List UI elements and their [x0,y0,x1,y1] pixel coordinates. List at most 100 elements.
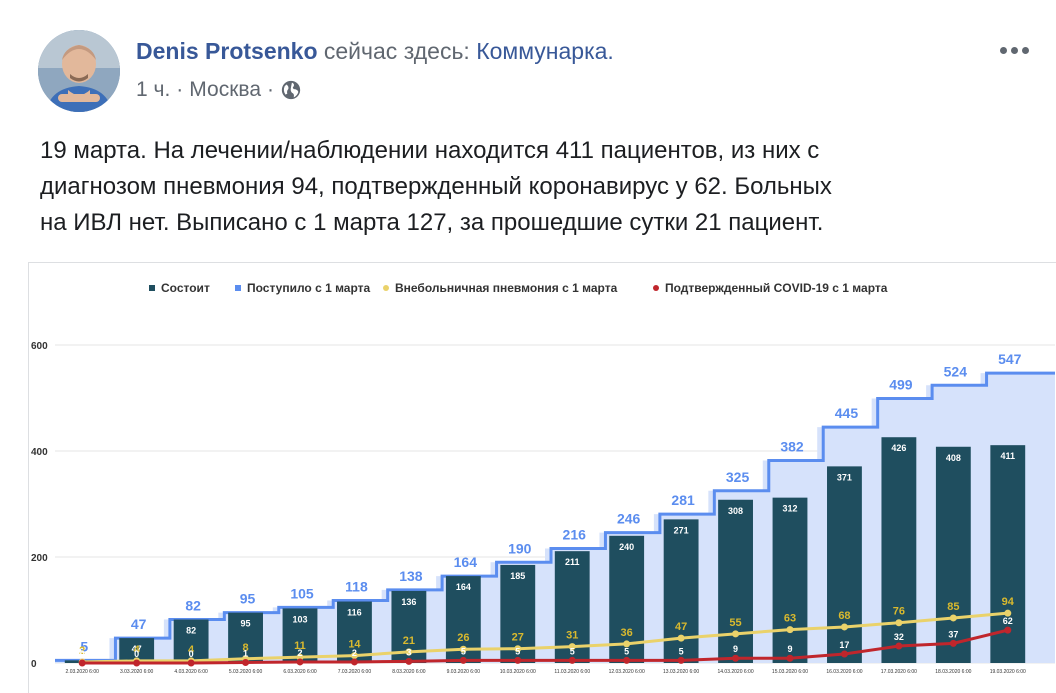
pneumonia-point [949,614,957,622]
covid-value-label: 1 [243,648,248,658]
covid-value-label: 62 [1003,616,1013,626]
covid-value-label: 2 [352,648,357,658]
author-line: Denis Protsenko сейчас здесь: Коммунарка… [136,38,614,65]
pneumonia-point [459,645,467,653]
covid-point [623,656,631,664]
post-header: Denis Protsenko сейчас здесь: Коммунарка… [0,0,1056,120]
legend-marker [149,285,155,291]
bar-value-label: 116 [347,608,362,618]
covid-point [187,659,195,667]
y-tick-label: 400 [31,447,48,458]
bar-value-label: 308 [728,506,743,516]
covid-value-label: 5 [624,646,629,656]
received-value-label: 216 [563,527,587,543]
legend-marker [235,285,241,291]
covid-point [568,656,576,664]
y-tick-label: 600 [31,341,48,352]
pneumonia-point [677,634,685,642]
globe-icon[interactable] [280,79,302,101]
x-tick-label: 4.03.2020 6:00 [174,669,208,675]
covid-point [296,658,304,666]
received-value-label: 499 [889,377,913,393]
bar [881,437,917,663]
x-tick-label: 18.03.2020 6:00 [935,669,971,675]
bar [827,466,862,663]
post-time[interactable]: 1 ч. [136,78,171,101]
dot [1010,46,1018,54]
pneumonia-value-label: 4 [188,644,195,656]
pneumonia-point [1004,609,1012,617]
pneumonia-point [405,648,413,656]
covid-value-label: 5 [679,646,684,656]
x-tick-label: 17.03.2020 6:00 [881,669,917,675]
avatar-photo [38,30,120,112]
received-value-label: 138 [399,568,423,584]
received-value-label: 445 [835,405,859,421]
pneumonia-value-label: 8 [242,642,248,654]
dot [1021,46,1029,54]
covid-point [405,657,413,665]
x-tick-label: 10.03.2020 6:00 [500,669,536,675]
legend-marker [383,285,389,291]
pneumonia-point [786,626,794,634]
covid-point [840,650,848,658]
pneumonia-value-label: 27 [512,632,524,644]
post-location[interactable]: Москва [189,78,261,101]
more-options-icon[interactable] [994,40,1034,60]
legend-label: Состоит [161,281,210,295]
x-tick-label: 14.03.2020 6:00 [717,669,753,675]
received-value-label: 547 [998,351,1022,367]
x-tick-label: 15.03.2020 6:00 [772,669,808,675]
covid-value-label: 2 [297,648,302,658]
covid-value-label: 5 [570,646,575,656]
pneumonia-value-label: 26 [457,632,469,644]
covid-value-label: 17 [839,640,849,650]
bar-value-label: 408 [946,453,961,463]
pneumonia-value-label: 31 [566,630,578,642]
bar [228,612,263,663]
post-text-line: на ИВЛ нет. Выписано с 1 марта 127, за п… [40,209,824,236]
covid-point [677,656,685,664]
received-value-label: 105 [290,585,314,601]
received-value-label: 47 [131,616,147,632]
received-value-label: 95 [240,591,256,607]
bar-value-label: 103 [292,614,307,624]
covid-value-label: 9 [787,644,792,654]
covid-value-label: 9 [733,644,738,654]
pneumonia-value-label: 76 [893,606,905,618]
pneumonia-value-label: 2 [79,645,85,657]
covid-value-label: 5 [461,646,466,656]
received-value-label: 524 [944,363,968,379]
covid-point [732,654,740,662]
pneumonia-point [568,643,576,651]
pneumonia-value-label: 14 [348,639,361,651]
pneumonia-point [895,619,903,627]
y-tick-label: 0 [31,659,37,670]
x-tick-label: 11.03.2020 6:00 [554,669,590,675]
pneumonia-value-label: 94 [1002,596,1015,608]
pneumonia-value-label: 11 [294,640,306,652]
chart-image[interactable]: 0 200 400 600 5 47 82 95 103 116 136 164 185 211 240 27… [28,262,1056,693]
covid-point [895,642,903,650]
avatar[interactable] [38,30,120,112]
received-step-line [55,371,1055,662]
covid-value-label: 32 [894,632,904,642]
covid-point [78,659,86,667]
covid-point [1004,626,1012,634]
post-text: 19 марта. На лечении/наблюдении находитс… [40,133,1030,241]
pneumonia-value-label: 21 [403,635,415,647]
x-tick-label: 9.03.2020 6:00 [447,669,481,675]
legend-label: Внебольничная пневмония с 1 марта [395,281,618,295]
x-tick-label: 13.03.2020 6:00 [663,669,699,675]
author-name[interactable]: Denis Protsenko [136,38,318,64]
covid-value-label: 0 [80,649,85,659]
covid-line [82,628,1009,665]
bar-value-label: 47 [132,644,142,654]
legend-label: Подтвержденный COVID-19 с 1 марта [665,281,888,295]
covid-point [350,658,358,666]
checkin-place[interactable]: Коммунарка. [476,38,614,64]
bar-value-label: 426 [891,443,906,453]
pneumonia-value-label: 85 [947,601,959,613]
covid-point [242,658,250,666]
received-value-label: 382 [780,439,804,455]
